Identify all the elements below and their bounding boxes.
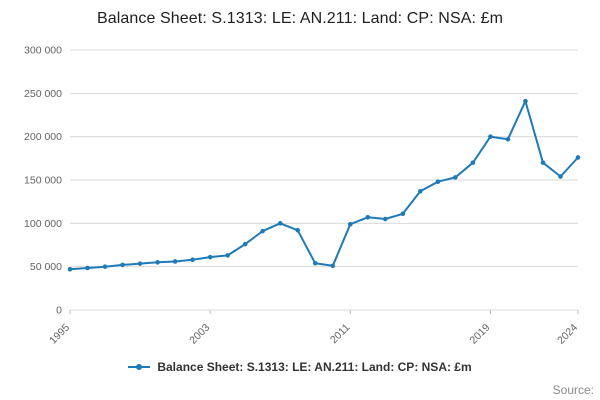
legend-line-marker-icon [128, 362, 151, 372]
data-point-marker [85, 265, 90, 271]
line-chart-plot-area: 0 50 000 100 000 150 000 200 000 250 000 300 0… [24, 45, 581, 347]
x-axis-tick-label: 1995 [47, 322, 72, 347]
source-label: Source: [552, 383, 594, 397]
data-point-marker [260, 228, 265, 234]
data-point-marker [400, 211, 406, 217]
data-point-marker [312, 260, 318, 266]
legend-label: Balance Sheet: S.1313: LE: AN.211: Land:… [157, 360, 472, 374]
y-axis-tick-label: 200 000 [24, 131, 62, 143]
data-point-marker [172, 259, 178, 264]
data-point-marker [558, 174, 563, 179]
data-point-marker [347, 221, 353, 227]
chart-title: Balance Sheet: S.1313: LE: AN.211: Land:… [96, 10, 504, 27]
y-axis-tick-label: 100 000 [24, 218, 62, 230]
data-point-marker [120, 262, 125, 268]
data-point-marker [190, 257, 195, 263]
data-point-marker [295, 227, 301, 233]
data-point-marker [453, 175, 458, 180]
data-point-marker [137, 261, 143, 266]
data-point-marker [435, 179, 441, 185]
data-point-marker [207, 254, 213, 260]
data-point-marker [418, 188, 423, 194]
data-point-marker [383, 216, 388, 222]
data-point-marker [488, 134, 493, 139]
data-point-marker [242, 241, 248, 247]
data-point-marker [225, 253, 230, 258]
y-axis-tick-label: 50 000 [30, 261, 62, 273]
y-axis-tick-label: 150 000 [24, 175, 62, 187]
data-point-marker [575, 155, 581, 160]
data-point-marker [277, 221, 283, 226]
data-point-marker [67, 266, 73, 272]
y-axis-tick-label: 0 [56, 305, 62, 317]
y-axis-tick-label: 300 000 [24, 45, 62, 57]
data-point-marker [102, 264, 108, 269]
data-point-marker [330, 263, 336, 269]
x-axis-tick-label: 2019 [468, 322, 493, 347]
y-axis-tick-label: 250 000 [24, 88, 62, 100]
data-point-marker [155, 260, 160, 265]
data-point-marker [540, 160, 546, 165]
data-point-marker [505, 136, 511, 142]
data-point-marker [523, 98, 528, 104]
data-point-marker [365, 214, 371, 220]
data-series-line [69, 100, 579, 271]
legend-item[interactable]: Balance Sheet: S.1313: LE: AN.211: Land:… [0, 360, 600, 374]
x-axis-tick-label: 2011 [328, 322, 353, 347]
data-point-marker [470, 160, 476, 165]
x-axis-tick-label: 2003 [187, 322, 212, 347]
x-axis-tick-label: 2024 [555, 322, 580, 347]
